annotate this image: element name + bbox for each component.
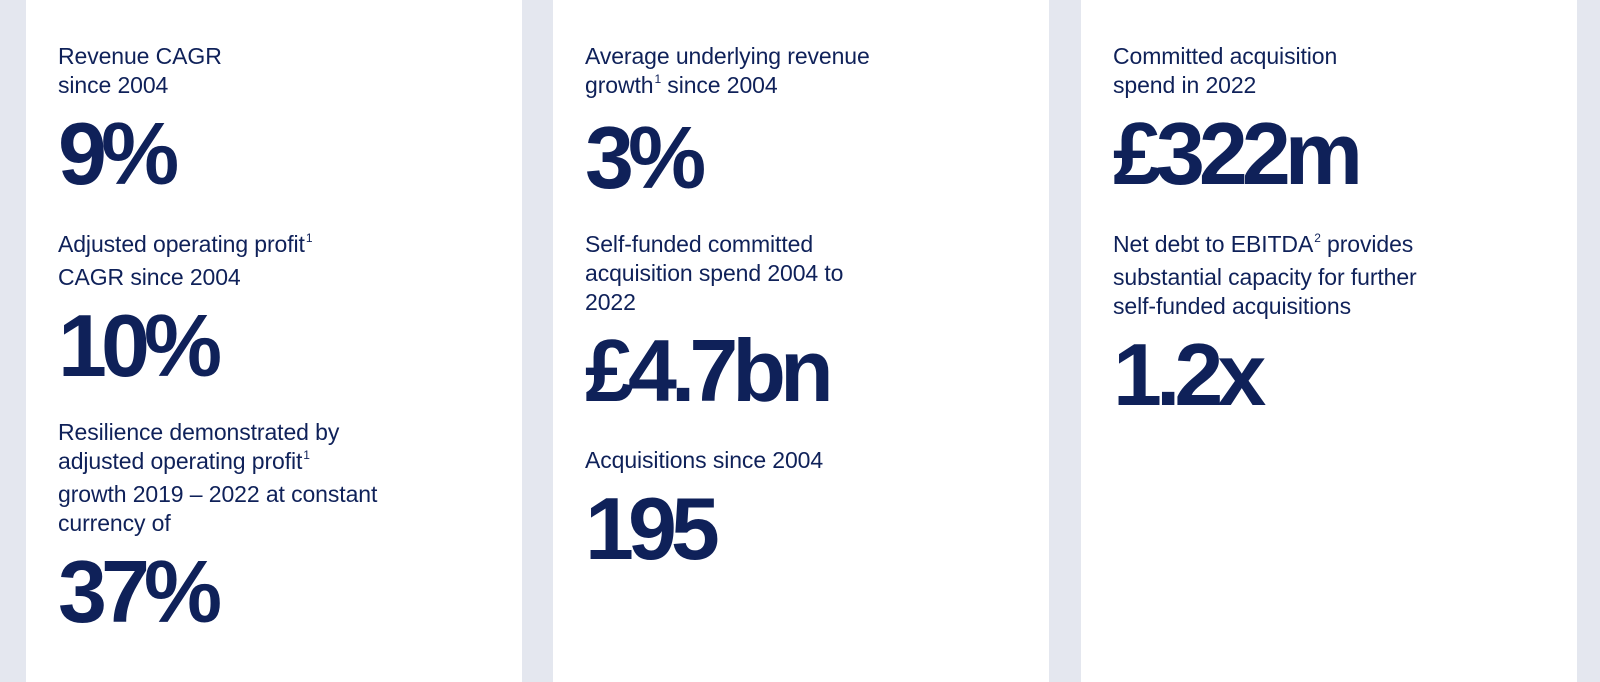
stat-value: 3% — [585, 108, 706, 207]
stat-label: Average underlying revenue growth1 since… — [585, 43, 870, 98]
footnote-marker: 1 — [303, 448, 310, 462]
stats-panel-2: Average underlying revenue growth1 since… — [553, 0, 1049, 682]
footnote-marker: 2 — [1314, 231, 1321, 245]
stat-committed-acquisition-spend-2022: Committed acquisition spend in 2022 £322… — [1113, 42, 1553, 198]
stat-label: Net debt to EBITDA2 provides substantial… — [1113, 231, 1417, 319]
stat-label: Revenue CAGR since 2004 — [58, 43, 222, 98]
stat-self-funded-acquisition-spend: Self-funded committed acquisition spend … — [585, 230, 1025, 415]
stat-label: Self-funded committed acquisition spend … — [585, 231, 844, 315]
footnote-marker: 1 — [305, 231, 313, 245]
stat-value: £322m — [1113, 104, 1363, 203]
stat-resilience: Resilience demonstrated by adjusted oper… — [58, 418, 498, 636]
stat-revenue-cagr: Revenue CAGR since 2004 9% — [58, 42, 498, 198]
stats-panel-3: Committed acquisition spend in 2022 £322… — [1081, 0, 1577, 682]
footnote-marker: 1 — [654, 72, 662, 86]
stat-label: Resilience demonstrated by adjusted oper… — [58, 419, 378, 536]
stats-panel-1: Revenue CAGR since 2004 9% Adjusted oper… — [26, 0, 522, 682]
stat-value: 37% — [58, 542, 222, 641]
stat-value: 1.2x — [1113, 325, 1266, 424]
stat-value: £4.7bn — [585, 321, 834, 420]
stat-net-debt-to-ebitda: Net debt to EBITDA2 provides substantial… — [1113, 230, 1553, 419]
stat-label: Adjusted operating profit1 CAGR since 20… — [58, 231, 313, 290]
stat-value: 9% — [58, 104, 179, 203]
stat-underlying-revenue-growth: Average underlying revenue growth1 since… — [585, 42, 1025, 202]
stat-value: 195 — [585, 479, 720, 578]
stat-acquisitions-count: Acquisitions since 2004 195 — [585, 446, 1025, 573]
stat-value: 10% — [58, 296, 222, 395]
stat-label: Committed acquisition spend in 2022 — [1113, 43, 1338, 98]
stat-adjusted-operating-profit-cagr: Adjusted operating profit1 CAGR since 20… — [58, 230, 498, 390]
stat-label: Acquisitions since 2004 — [585, 447, 824, 473]
